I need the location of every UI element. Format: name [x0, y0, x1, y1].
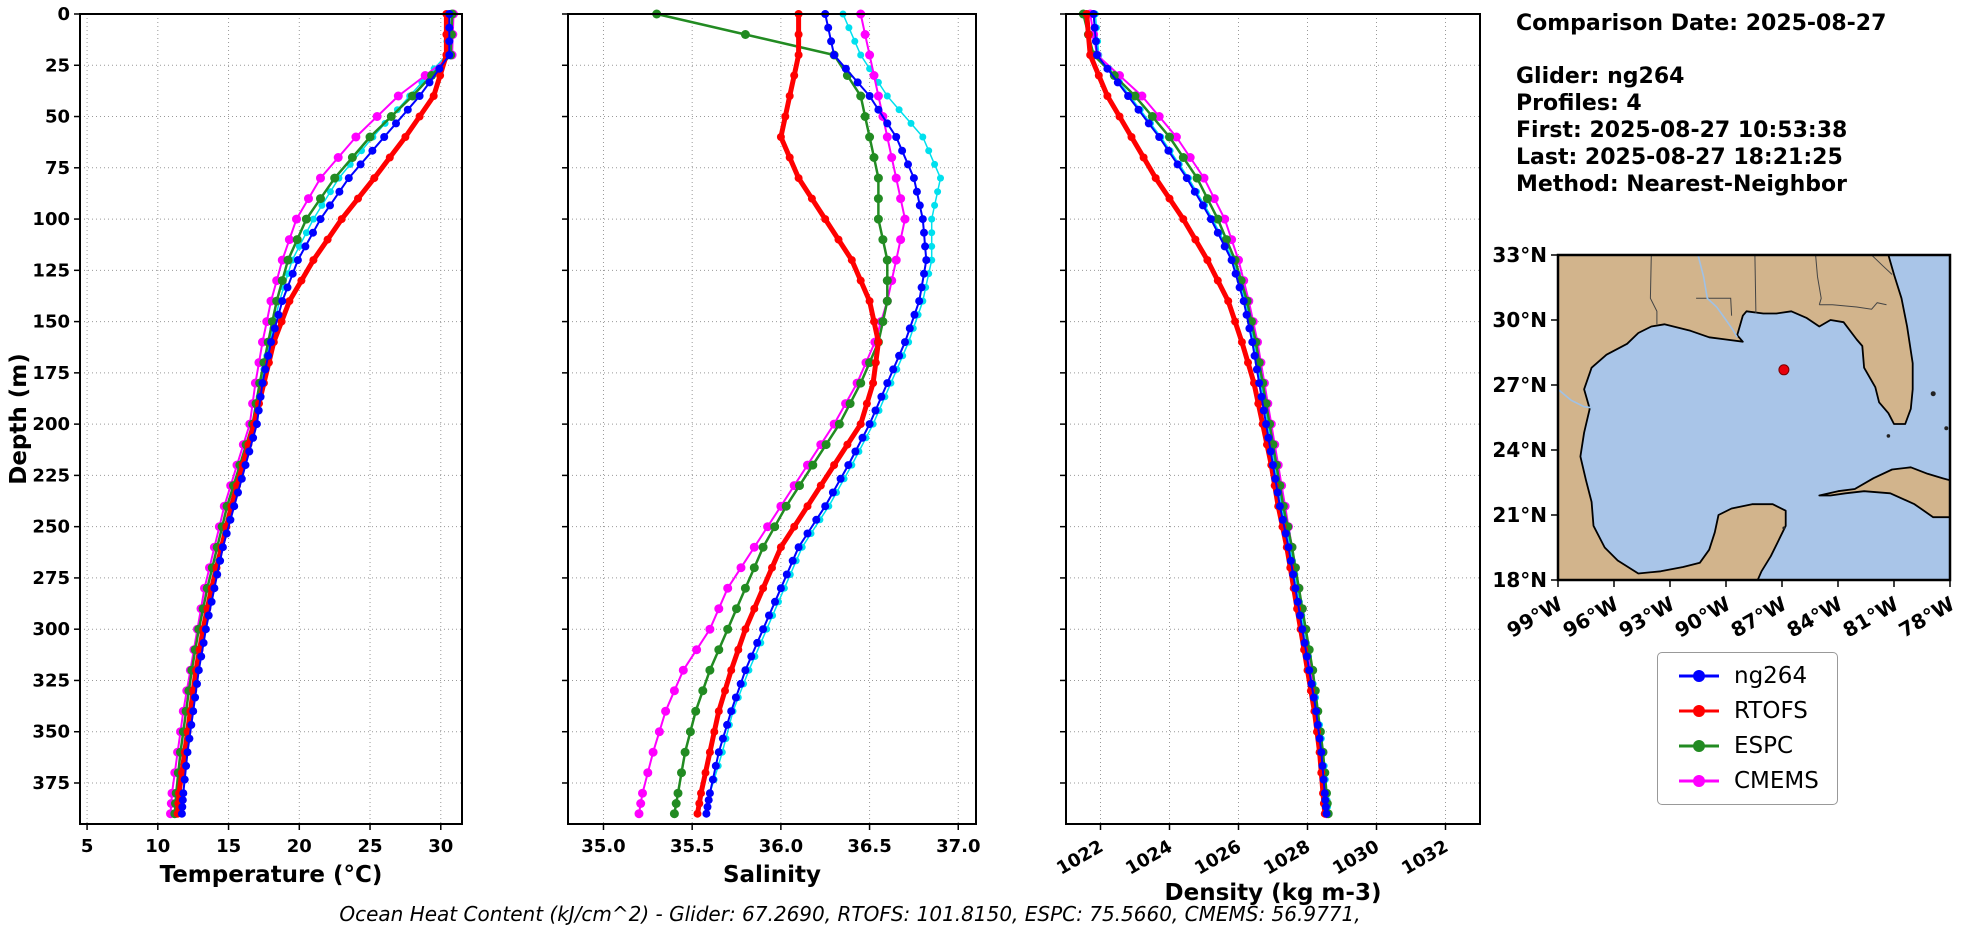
latitude-label: 27°N [1492, 373, 1547, 397]
series-CMEMS [1085, 9, 1331, 819]
longitude-label: 96°W [1559, 592, 1623, 643]
series-ESPC [1078, 9, 1333, 819]
x-axis-title: Salinity [723, 862, 821, 888]
series-RTOFS [173, 10, 451, 818]
x-tick-label: 30 [428, 836, 453, 857]
series-ESPC [652, 9, 892, 819]
map-land [1558, 255, 1950, 580]
x-tick-label: 35.0 [581, 836, 625, 857]
metadata-spacer [1516, 37, 1886, 63]
series-ng264 [1089, 10, 1331, 818]
legend-entry-ng264: ng264 [1676, 663, 1819, 689]
density-panel: 1022 1024 1026 1028 1030 1032 Density (kg m-3) [1053, 9, 1481, 906]
longitude-label: 93°W [1615, 592, 1679, 643]
depth-tick-label: 125 [32, 260, 70, 281]
comparison-date: Comparison Date: 2025-08-27 [1516, 11, 1887, 36]
legend-line-marker-icon [1679, 775, 1719, 787]
depth-tick-label: 0 [57, 4, 70, 25]
last-profile-time: Last: 2025-08-27 18:21:25 [1516, 145, 1843, 170]
glider-id: Glider: ng264 [1516, 64, 1685, 89]
depth-tick-label: 250 [32, 517, 70, 538]
legend-entry-ESPC: ESPC [1676, 733, 1819, 759]
x-tick-label: 1022 [1053, 836, 1107, 879]
depth-tick-label: 75 [45, 158, 70, 179]
depth-tick-label: 175 [32, 363, 70, 384]
latitude-label: 24°N [1492, 438, 1547, 462]
x-axis-title: Density (kg m-3) [1165, 880, 1382, 906]
profiles-count: Profiles: 4 [1516, 91, 1642, 116]
x-tick-label: 20 [287, 836, 312, 857]
longitude-label: 87°W [1727, 592, 1791, 643]
gulf-of-mexico-map: 33°N 30°N 27°N 24°N 21°N 18°N99°W96°W93°W90°W… [1492, 243, 1959, 643]
depth-tick-label: 375 [32, 773, 70, 794]
x-tick-label: 37.0 [936, 836, 980, 857]
salinity-panel: 35.0 35.5 36.0 36.5 37.0 Salinity [562, 9, 981, 888]
x-tick-label: 1024 [1122, 836, 1176, 879]
x-tick-label: 1026 [1191, 836, 1245, 879]
latitude-label: 21°N [1492, 503, 1547, 527]
depth-tick-label: 225 [32, 465, 70, 486]
legend-line-marker-icon [1679, 705, 1719, 717]
metadata-block: Comparison Date: 2025-08-27 Glider: ng26… [1516, 10, 1886, 198]
x-tick-label: 1032 [1398, 836, 1452, 879]
latitude-label: 30°N [1492, 308, 1547, 332]
series-CMEMS [166, 9, 458, 819]
legend-label: ESPC [1734, 733, 1794, 759]
x-tick-label: 10 [145, 836, 170, 857]
y-axis-title: Depth (m) [6, 353, 32, 485]
latitude-label: 18°N [1492, 568, 1547, 592]
x-tick-label: 36.0 [759, 836, 803, 857]
longitude-label: 99°W [1503, 592, 1567, 643]
depth-tick-label: 325 [32, 670, 70, 691]
ocean-heat-content-caption: Ocean Heat Content (kJ/cm^2) - Glider: 6… [339, 902, 1361, 926]
depth-tick-label: 200 [32, 414, 70, 435]
x-tick-label: 25 [357, 836, 382, 857]
x-axis-title: Temperature (°C) [160, 862, 383, 888]
depth-tick-label: 275 [32, 568, 70, 589]
legend-label: ng264 [1734, 663, 1808, 689]
first-profile-time: First: 2025-08-27 10:53:38 [1516, 118, 1848, 143]
depth-tick-label: 300 [32, 619, 70, 640]
series-RTOFS [693, 10, 883, 818]
depth-tick-label: 350 [32, 722, 70, 743]
longitude-label: 78°W [1895, 592, 1959, 643]
legend-label: CMEMS [1734, 768, 1819, 794]
longitude-label: 84°W [1783, 592, 1847, 643]
x-tick-label: 1028 [1260, 836, 1314, 879]
legend-box: ng264 RTOFS ESPC CMEMS [1657, 652, 1838, 805]
profile-charts: 5 10 15 20 25 3002550751001251501752002252502… [6, 4, 1481, 906]
series-RTOFS [1082, 10, 1329, 818]
comparison-method: Method: Nearest-Neighbor [1516, 172, 1847, 197]
depth-tick-label: 150 [32, 312, 70, 333]
longitude-label: 90°W [1671, 592, 1735, 643]
depth-tick-label: 50 [45, 107, 70, 128]
x-tick-label: 35.5 [670, 836, 714, 857]
depth-tick-label: 25 [45, 55, 70, 76]
legend-entry-RTOFS: RTOFS [1676, 698, 1819, 724]
depth-tick-label: 100 [32, 209, 70, 230]
longitude-label: 81°W [1839, 592, 1903, 643]
series-ng264 [177, 10, 454, 818]
legend-line-marker-icon [1679, 740, 1719, 752]
x-tick-label: 15 [216, 836, 241, 857]
latitude-label: 33°N [1492, 243, 1547, 267]
map-border [1556, 253, 1952, 582]
x-tick-label: 1030 [1329, 836, 1383, 879]
legend-label: RTOFS [1734, 698, 1808, 724]
x-tick-label: 36.5 [847, 836, 891, 857]
legend-entry-CMEMS: CMEMS [1676, 768, 1819, 794]
series-ng264 [702, 10, 931, 818]
glider-location-marker [1778, 364, 1790, 376]
legend-line-marker-icon [1679, 670, 1719, 682]
temperature-panel: 5 10 15 20 25 3002550751001251501752002252502… [6, 4, 463, 888]
x-tick-label: 5 [81, 836, 94, 857]
series-ESPC [170, 9, 457, 819]
